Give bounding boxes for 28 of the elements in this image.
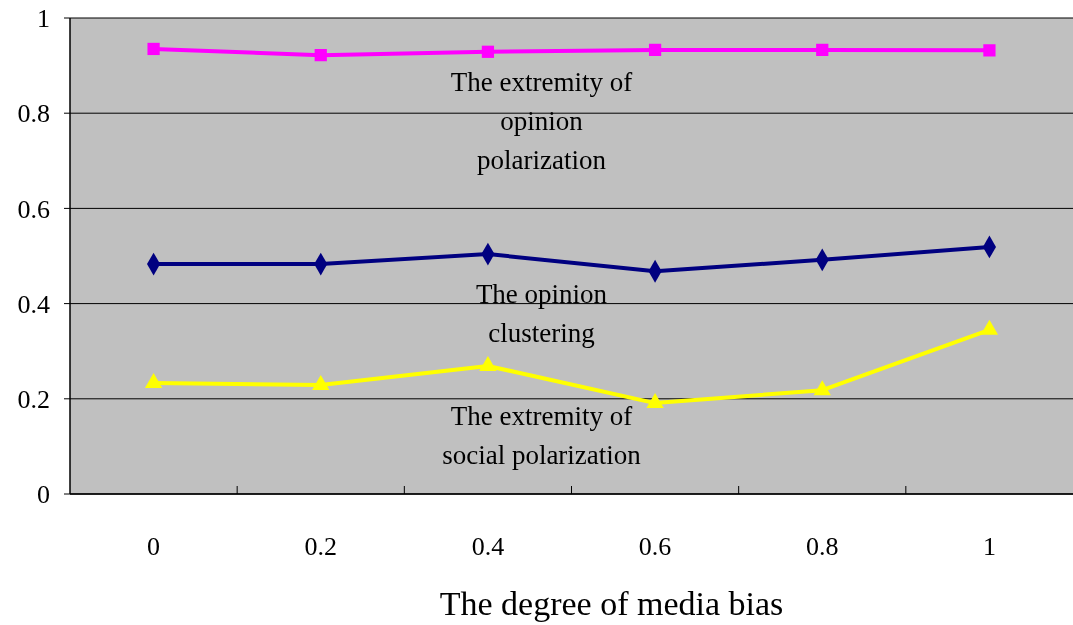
point — [147, 42, 160, 56]
y-tick-label: 1 — [37, 4, 50, 34]
y-tick-label: 0 — [37, 480, 50, 510]
y-tick-label: 0.2 — [17, 384, 50, 414]
point — [144, 373, 163, 389]
x-tick-label: 0.2 — [304, 532, 337, 561]
y-tick-label: 0.8 — [17, 99, 50, 129]
point — [983, 44, 996, 57]
series-label: The extremity of social polarization — [442, 400, 642, 470]
x-tick-label: 0.4 — [471, 532, 505, 561]
point — [648, 43, 662, 57]
point — [816, 43, 829, 57]
x-tick-label: 0 — [147, 532, 161, 561]
series-label: The extremity of opinion polarization — [450, 66, 633, 175]
point — [312, 374, 330, 390]
y-tick-label: 0.6 — [17, 194, 50, 224]
x-tick-label: 0.6 — [638, 532, 672, 561]
point — [314, 49, 327, 62]
x-tick-label: 1 — [982, 532, 996, 561]
point — [980, 319, 999, 335]
point — [813, 380, 831, 396]
series-label: The opinion clustering — [475, 278, 608, 348]
x-axis-title: The degree of media bias — [439, 585, 784, 622]
x-tick-label: 0.8 — [806, 532, 839, 561]
point — [481, 45, 495, 58]
y-tick-label: 0.4 — [17, 289, 50, 319]
point — [646, 393, 664, 409]
point — [479, 355, 497, 371]
